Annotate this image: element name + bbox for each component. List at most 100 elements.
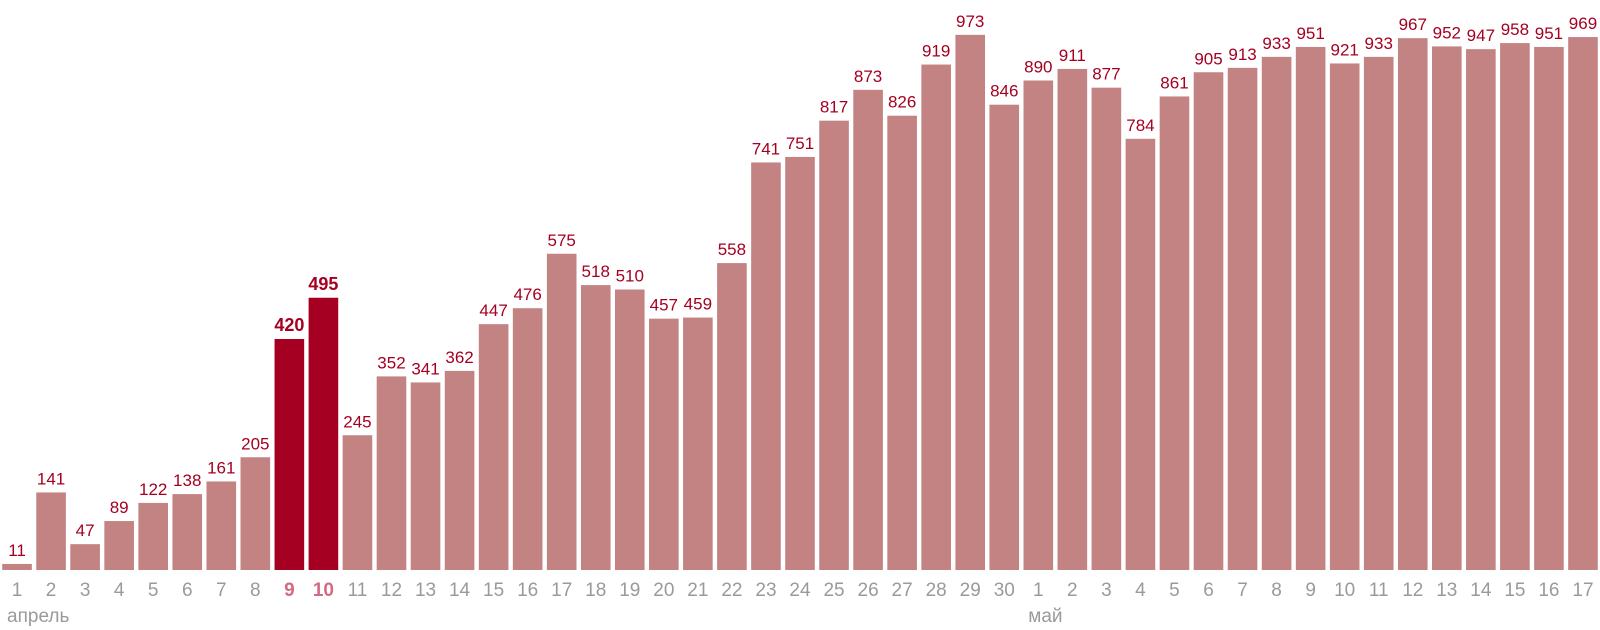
value-label-12: 352	[377, 353, 405, 372]
bar-17	[546, 253, 577, 570]
bar-45	[1500, 43, 1530, 571]
bar-39	[1295, 46, 1326, 570]
x-tick-label-46: 16	[1538, 580, 1559, 601]
bar-28	[921, 64, 951, 571]
x-tick-label-17: 17	[551, 580, 572, 601]
month-label-2: май	[1028, 606, 1062, 627]
value-label-10: 495	[308, 274, 338, 294]
bar-5	[138, 502, 168, 570]
bar-13	[410, 382, 441, 570]
x-tick-label-37: 7	[1237, 580, 1248, 601]
bar-2	[36, 492, 66, 570]
bar-29	[955, 34, 986, 571]
value-label-11: 245	[343, 412, 371, 431]
bar-37	[1227, 67, 1258, 570]
x-tick-label-14: 14	[449, 580, 471, 601]
value-labels-group: 11 141 47 89 122 138 161 205 420 495 245 352 341 362 4…	[8, 12, 1597, 560]
bar-47	[1568, 37, 1598, 571]
x-axis-ticks-group: 1 2 3 4 5 6 7 8 9 10 11 12 13 14 15 16 17 18 19 20 21 22 23 24 2…	[12, 580, 1594, 601]
value-label-2: 141	[37, 469, 65, 488]
bar-25	[819, 120, 849, 571]
value-label-40: 921	[1330, 40, 1358, 59]
value-label-18: 518	[582, 262, 610, 281]
x-tick-label-5: 5	[148, 580, 159, 601]
x-tick-label-30: 30	[994, 580, 1015, 601]
bar-40	[1329, 63, 1360, 570]
bar-23	[751, 162, 781, 570]
bar-18	[580, 285, 611, 570]
bar-44	[1466, 49, 1496, 570]
value-label-6: 138	[173, 471, 201, 490]
x-tick-label-7: 7	[216, 580, 227, 601]
value-label-32: 911	[1059, 46, 1086, 65]
bar-42	[1397, 38, 1428, 570]
value-label-19: 510	[616, 267, 644, 286]
bar-16	[512, 308, 543, 570]
value-label-39: 951	[1296, 24, 1324, 43]
x-tick-label-36: 6	[1203, 580, 1214, 601]
x-tick-label-42: 12	[1402, 580, 1423, 601]
x-tick-label-28: 28	[926, 580, 947, 601]
value-label-15: 447	[479, 301, 507, 320]
bar-33	[1091, 87, 1122, 571]
x-tick-label-39: 9	[1305, 580, 1316, 601]
value-label-44: 947	[1467, 26, 1495, 45]
value-label-27: 826	[888, 93, 916, 112]
value-label-38: 933	[1262, 34, 1290, 53]
bar-4	[104, 521, 134, 570]
value-label-28: 919	[922, 42, 950, 61]
x-tick-label-3: 3	[80, 580, 91, 601]
bar-46	[1534, 46, 1564, 570]
bar-15	[478, 324, 509, 570]
bar-20	[649, 318, 679, 570]
bar-9	[274, 339, 305, 570]
value-label-21: 459	[684, 295, 712, 314]
bar-19	[614, 289, 645, 570]
x-tick-label-8: 8	[250, 580, 261, 601]
bar-10	[308, 297, 339, 570]
value-label-41: 933	[1365, 34, 1393, 53]
value-label-34: 784	[1126, 116, 1154, 135]
value-label-17: 575	[548, 231, 576, 250]
bar-43	[1432, 46, 1462, 570]
x-tick-label-32: 2	[1067, 580, 1078, 601]
bar-32	[1057, 68, 1088, 570]
bar-26	[853, 89, 883, 570]
x-tick-label-34: 4	[1135, 580, 1146, 601]
x-tick-label-29: 29	[960, 580, 981, 601]
x-tick-label-27: 27	[892, 580, 913, 601]
x-tick-label-2: 2	[46, 580, 57, 601]
bar-31	[1023, 80, 1054, 570]
value-label-35: 861	[1160, 73, 1188, 92]
value-label-1: 11	[8, 541, 26, 560]
x-tick-label-20: 20	[653, 580, 674, 601]
x-tick-label-40: 10	[1334, 580, 1355, 601]
x-tick-label-1: 1	[12, 580, 23, 601]
x-tick-label-33: 3	[1101, 580, 1112, 601]
value-label-4: 89	[110, 498, 129, 517]
bar-11	[342, 435, 373, 570]
value-label-5: 122	[139, 480, 167, 499]
bar-22	[717, 263, 747, 570]
x-tick-label-25: 25	[823, 580, 844, 601]
value-label-29: 973	[956, 12, 984, 31]
value-label-20: 457	[650, 296, 678, 315]
x-tick-label-4: 4	[114, 580, 125, 601]
bar-7	[206, 481, 237, 570]
value-label-22: 558	[718, 240, 746, 259]
x-tick-label-24: 24	[789, 580, 811, 601]
x-tick-label-12: 12	[381, 580, 402, 601]
x-tick-label-26: 26	[858, 580, 879, 601]
x-tick-label-21: 21	[687, 580, 708, 601]
x-tick-label-35: 5	[1169, 580, 1180, 601]
x-tick-label-23: 23	[755, 580, 776, 601]
x-tick-label-38: 8	[1271, 580, 1282, 601]
value-label-30: 846	[990, 82, 1018, 101]
month-labels-group: апрель май	[7, 606, 1063, 627]
bar-36	[1193, 72, 1224, 570]
x-tick-label-16: 16	[517, 580, 538, 601]
bar-34	[1125, 138, 1156, 571]
value-label-24: 751	[786, 134, 814, 153]
bars-group	[2, 34, 1598, 571]
